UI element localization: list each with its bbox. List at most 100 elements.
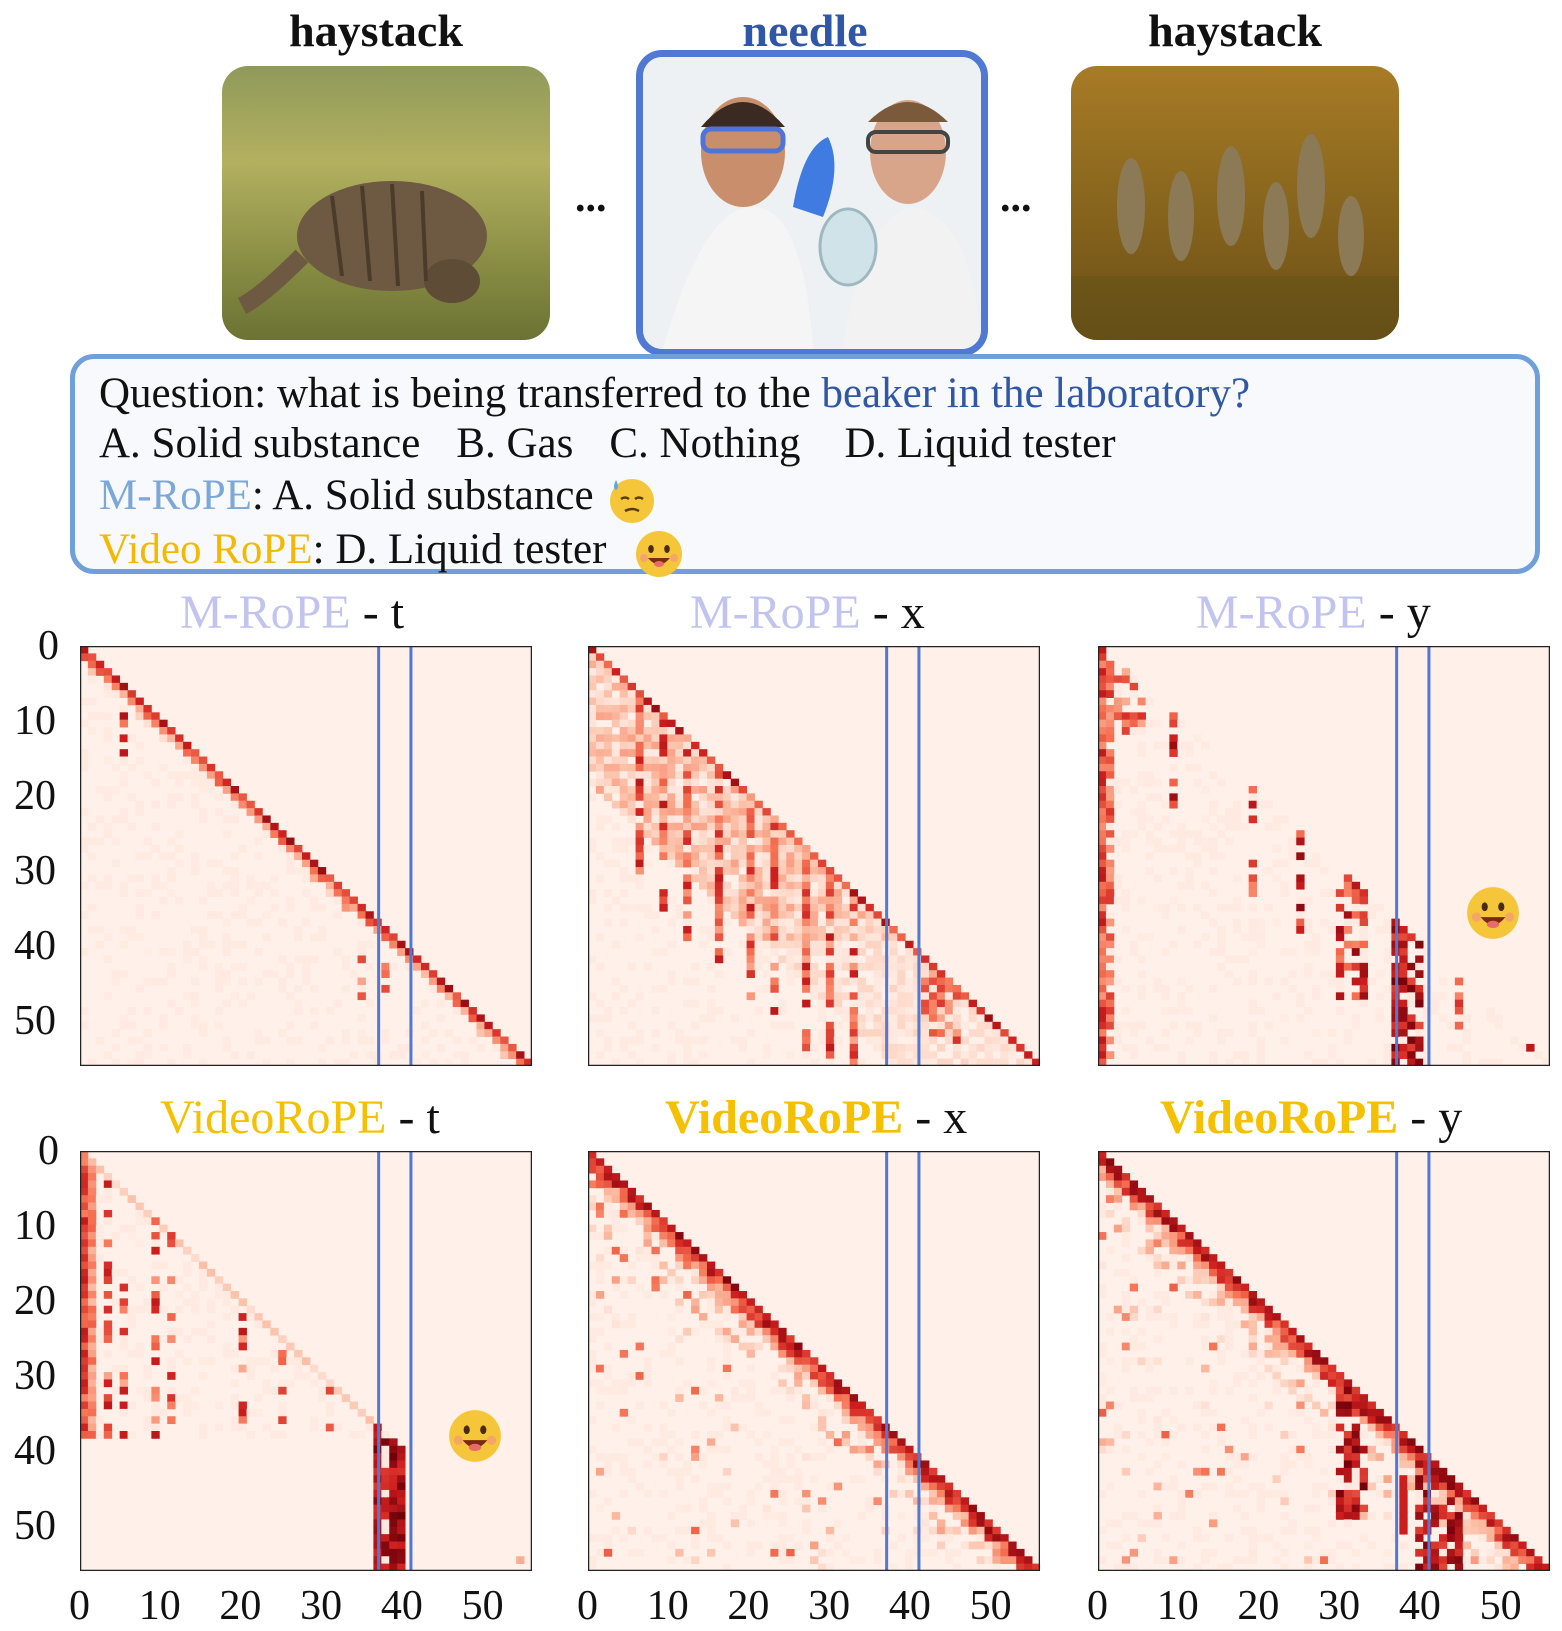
heatmap-cell [191, 778, 200, 787]
heatmap-cell [1415, 984, 1424, 993]
heatmap-cell [357, 1029, 366, 1037]
heatmap-cell [80, 1342, 89, 1351]
heatmap-cell [365, 918, 374, 927]
heatmap-cell [691, 763, 700, 772]
heatmap-cell [1024, 1058, 1033, 1066]
heatmap-cell [397, 1453, 406, 1461]
heatmap-cell [1153, 1504, 1162, 1513]
heatmap-cell [691, 1058, 700, 1066]
heatmap-cell [103, 690, 113, 698]
heatmap-cell [857, 896, 866, 905]
heatmap-cell [1351, 911, 1361, 920]
heatmap-cell [857, 1029, 866, 1037]
heatmap-cell [1193, 734, 1202, 743]
heatmap-cell [865, 1014, 874, 1023]
heatmap-cell [1518, 1548, 1527, 1557]
heatmap-cell [667, 1467, 676, 1476]
heatmap-cell [119, 756, 128, 765]
heatmap-cell [627, 1187, 636, 1196]
heatmap-cell [1185, 749, 1194, 757]
heatmap-cell [175, 778, 184, 787]
heatmap-cell [436, 984, 446, 993]
heatmap-cell [730, 808, 740, 816]
heatmap-cell [817, 1453, 827, 1461]
heatmap-cell [588, 646, 597, 654]
heatmap-cell [1201, 1261, 1210, 1270]
heatmap-cell [976, 1043, 985, 1052]
heatmap-cell [1121, 1563, 1131, 1571]
heatmap-cell [722, 1349, 732, 1358]
heatmap-cell [151, 1386, 160, 1395]
heatmap-cell [389, 1563, 398, 1571]
heatmap-cell [667, 778, 676, 787]
heatmap-cell [349, 896, 358, 905]
heatmap-cell [1415, 940, 1424, 949]
heatmap-cell [119, 808, 128, 816]
heatmap-cell [873, 984, 882, 993]
heatmap-cell [683, 911, 692, 920]
heatmap-cell [159, 763, 168, 772]
heatmap-cell [619, 1043, 629, 1052]
heatmap-cell [833, 1401, 843, 1410]
heatmap-cell [825, 999, 835, 1008]
heatmap-cell [397, 1460, 406, 1469]
heatmap-cell [1224, 1320, 1234, 1329]
heatmap-cell [1288, 1349, 1297, 1358]
heatmap-cell [659, 1232, 668, 1240]
heatmap-cell [230, 852, 239, 861]
heatmap-cell [1137, 808, 1146, 816]
heatmap-cell [968, 1051, 977, 1060]
heatmap-cell [794, 970, 803, 978]
heatmap-cell [611, 749, 621, 757]
heatmap-cell [1185, 1246, 1194, 1255]
heatmap-cell [1383, 1438, 1392, 1447]
heatmap-cell [619, 712, 629, 721]
heatmap-cell [1304, 918, 1313, 927]
heatmap-cell [191, 1254, 200, 1262]
heatmap-cell [1098, 933, 1107, 942]
heatmap-cell [651, 1224, 660, 1233]
heatmap-cell [1161, 741, 1170, 750]
heatmap-cell [1121, 1224, 1131, 1233]
heatmap-cell [222, 881, 232, 890]
x-tick-label: 40 [888, 1583, 931, 1629]
heatmap-cell [746, 992, 755, 1001]
heatmap-cell [1312, 1364, 1321, 1373]
heatmap-cell [873, 1548, 882, 1557]
y-tick-label: 40 [14, 923, 56, 969]
heatmap-cell [1193, 1467, 1202, 1476]
heatmap-cell [643, 1489, 652, 1498]
heatmap-cell [1288, 1342, 1297, 1351]
heatmap-cell [603, 1372, 613, 1380]
heatmap-cell [1000, 1534, 1009, 1542]
heatmap-cell [127, 933, 136, 942]
heatmap-cell [754, 896, 763, 905]
heatmap-cell [619, 1007, 629, 1015]
heatmap-cell [428, 1029, 438, 1037]
heatmap-cell [651, 830, 660, 838]
heatmap-cell [1113, 837, 1123, 846]
heatmap-cell [746, 881, 755, 890]
heatmap-cell [588, 896, 597, 905]
heatmap-cell [1359, 962, 1369, 971]
heatmap-cell [1407, 1453, 1416, 1461]
heatmap-cell [611, 668, 621, 676]
heatmap-cell [627, 1209, 636, 1218]
heatmap-cell [921, 1036, 930, 1045]
heatmap-cell [1256, 1349, 1265, 1358]
heatmap-cell [206, 771, 216, 780]
heatmap-cell [357, 977, 366, 986]
heatmap-cell [714, 948, 724, 956]
heatmap-cell [833, 1519, 843, 1528]
heatmap-cell [87, 1423, 97, 1432]
heatmap-cell [794, 962, 803, 971]
heatmap-cell [683, 1261, 692, 1270]
heatmap-cell [699, 1386, 708, 1395]
heatmap-cell [635, 859, 644, 868]
heatmap-cell [699, 786, 708, 794]
heatmap-cell [1280, 1512, 1289, 1520]
heatmap-cell [595, 741, 605, 750]
heatmap-cell [976, 1519, 985, 1528]
heatmap-cell [1431, 1548, 1440, 1557]
heatmap-cell [635, 800, 644, 809]
